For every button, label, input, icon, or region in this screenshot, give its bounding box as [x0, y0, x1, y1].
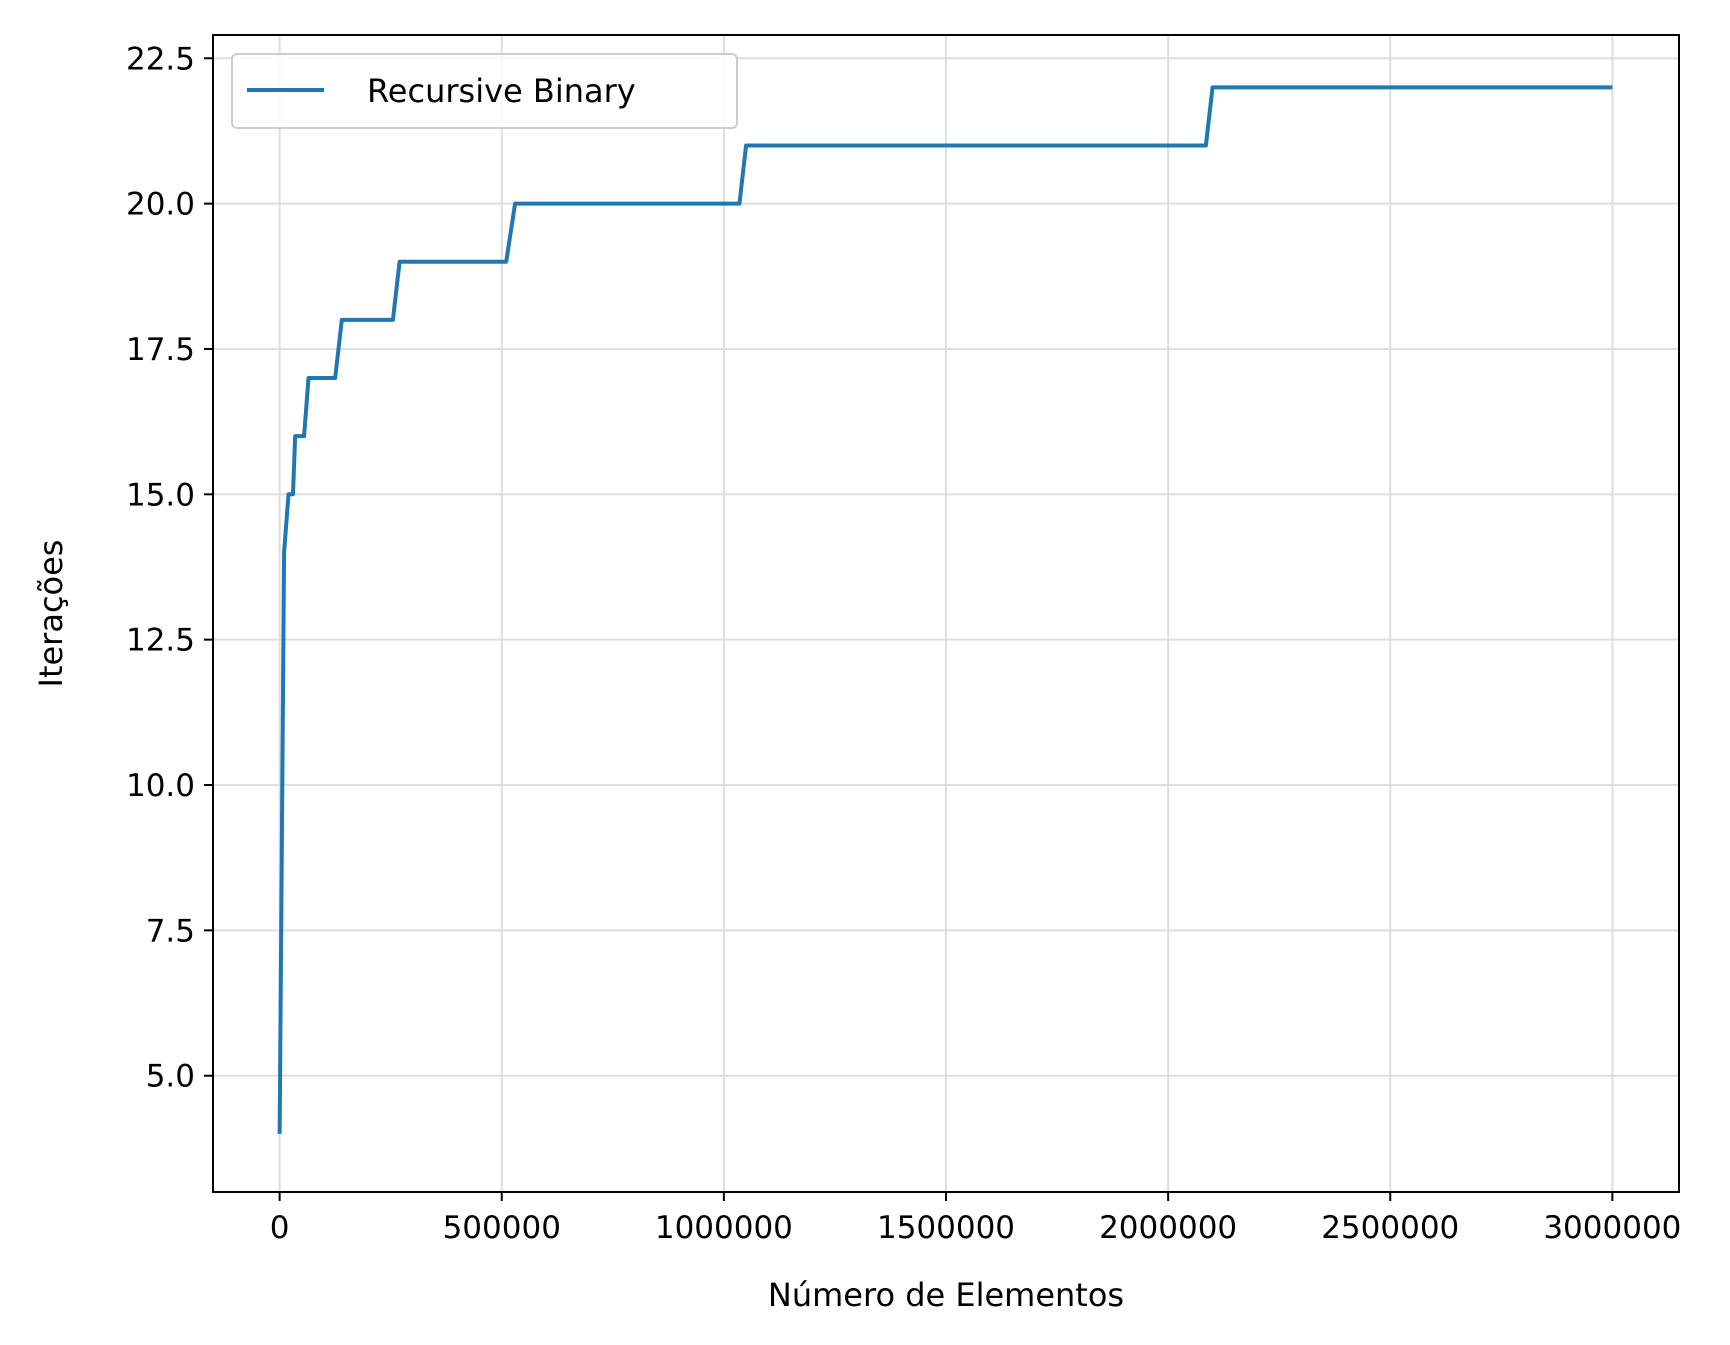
x-tick-label: 0: [270, 1210, 290, 1246]
y-tick-label: 15.0: [126, 477, 195, 513]
x-tick-label: 2000000: [1099, 1210, 1237, 1246]
y-tick-label: 22.5: [126, 41, 195, 77]
y-tick-label: 12.5: [126, 623, 195, 659]
x-tick-label: 1000000: [655, 1210, 793, 1246]
x-axis: 0 500000 1000000 1500000 2000000 2500000 30000…: [270, 1192, 1681, 1246]
x-tick-label: 500000: [443, 1210, 561, 1246]
x-tick-label: 1500000: [877, 1210, 1015, 1246]
legend: Recursive Binary: [231, 53, 738, 129]
x-tick-label: 2500000: [1321, 1210, 1459, 1246]
y-axis: 5.0 7.5 10.0 12.5 15.0 17.5 20.0 22.5: [126, 41, 213, 1095]
y-axis-title: Iterações: [32, 540, 70, 688]
x-axis-title: Número de Elementos: [768, 1276, 1124, 1314]
y-tick-label: 7.5: [146, 913, 195, 949]
legend-label: Recursive Binary: [367, 72, 636, 110]
y-tick-label: 20.0: [126, 187, 195, 223]
series-layer: [277, 85, 1613, 1134]
series-line-recursive-binary: [277, 85, 1613, 1134]
y-tick-label: 17.5: [126, 332, 195, 368]
grid: [213, 35, 1679, 1192]
y-tick-label: 5.0: [146, 1059, 195, 1095]
legend-box: [231, 53, 738, 129]
y-tick-label: 10.0: [126, 768, 195, 804]
x-tick-label: 3000000: [1543, 1210, 1681, 1246]
